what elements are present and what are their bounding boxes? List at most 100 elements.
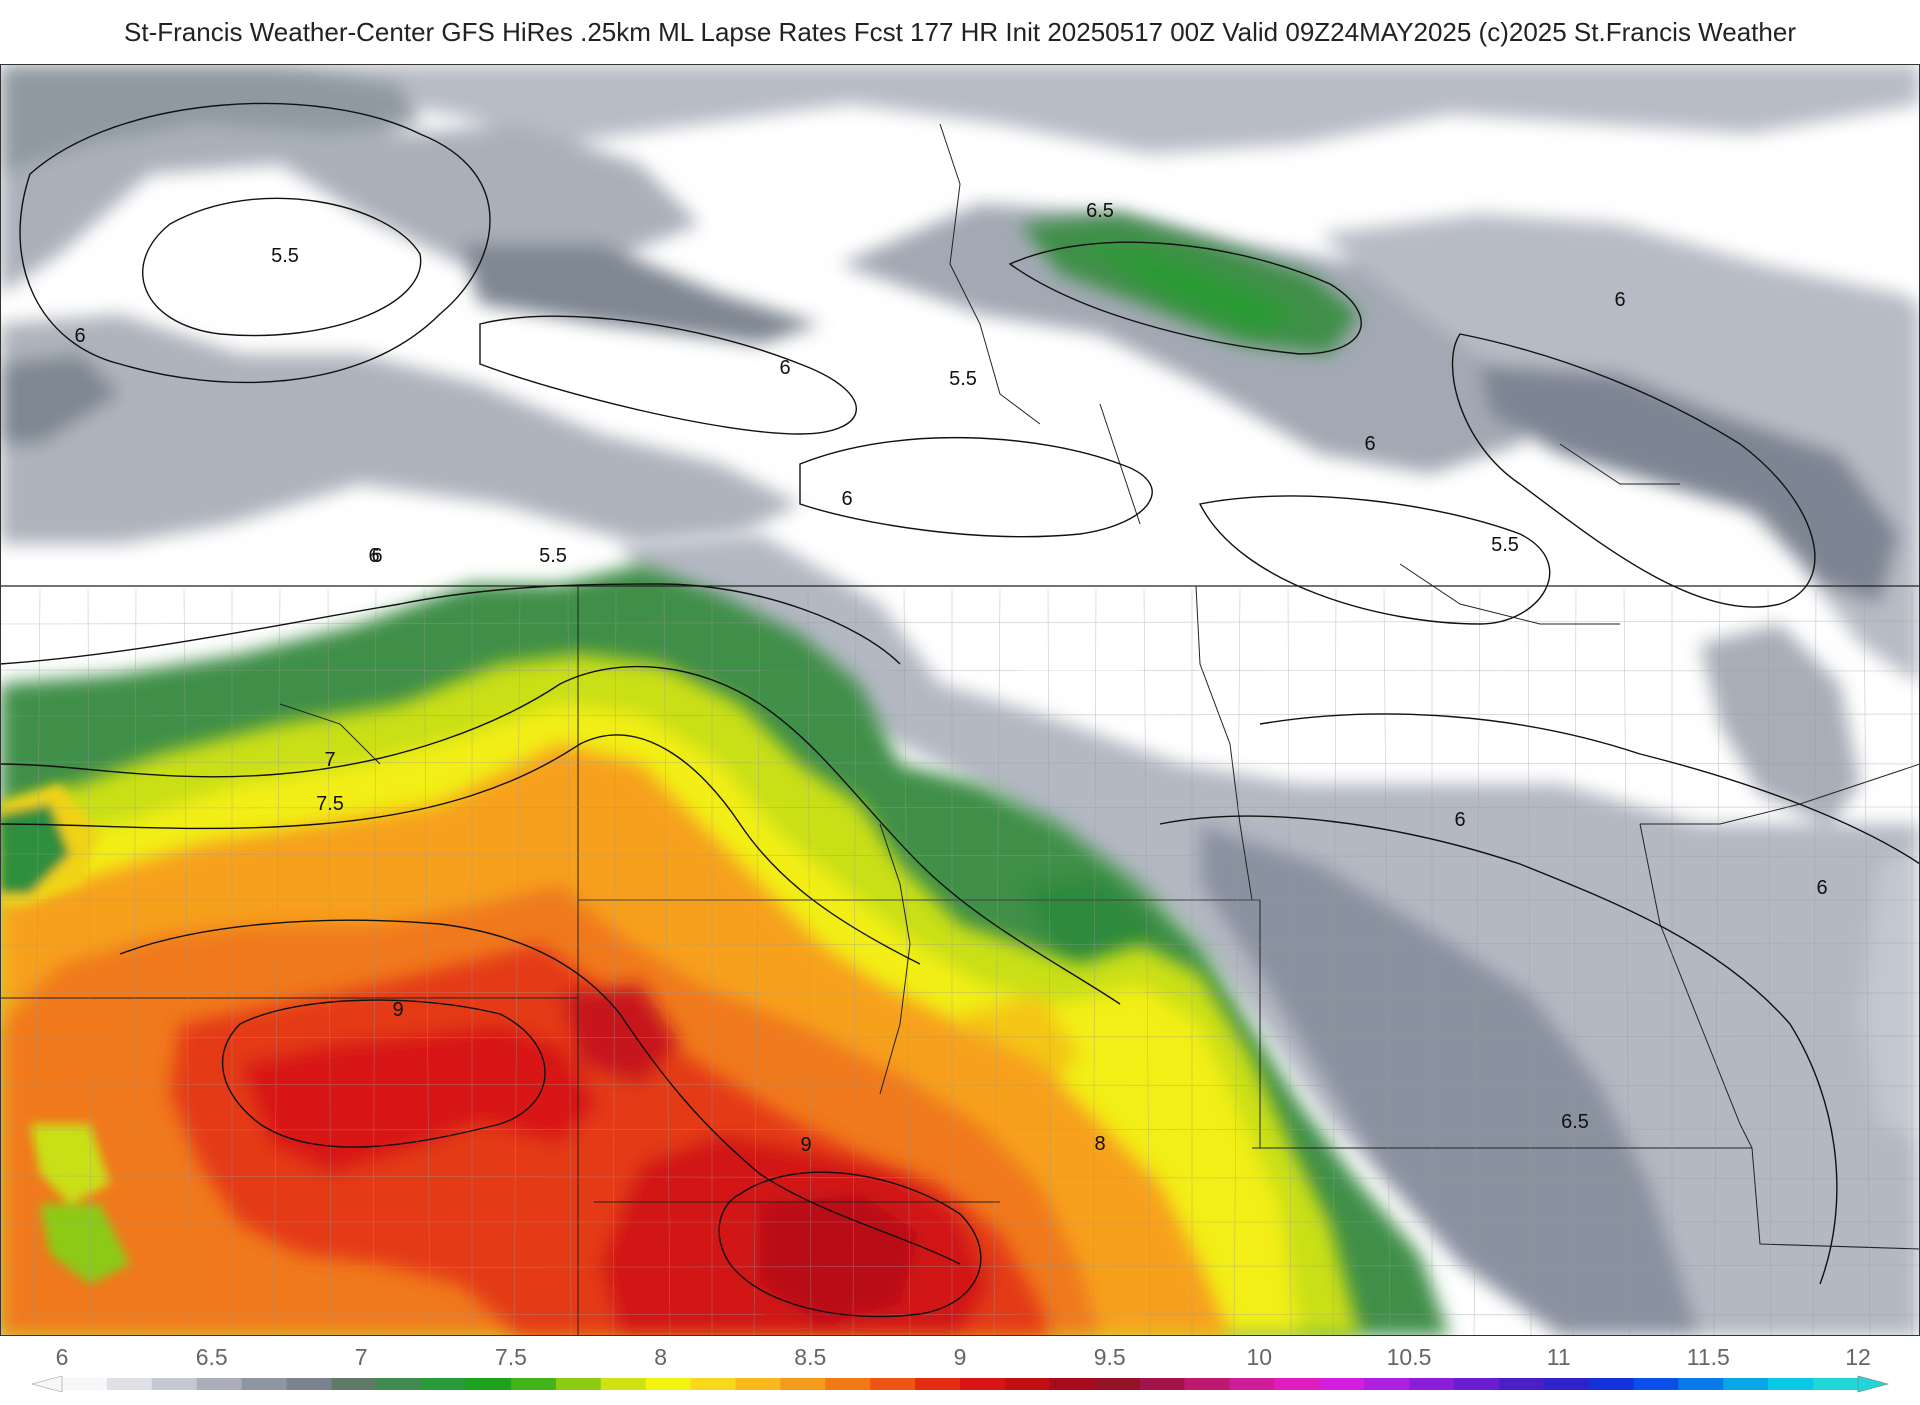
colorbar-swatch: [555, 1378, 602, 1390]
state-line-northeast: [1640, 763, 1920, 825]
colorbar-swatch: [735, 1378, 781, 1390]
contour-6-east: [1451, 333, 1816, 608]
colorbar-tick-label: 10: [1247, 1344, 1273, 1370]
county-line-vertical: [663, 589, 671, 1336]
colorbar-swatch: [1498, 1378, 1545, 1390]
contour-label: 6: [1364, 433, 1375, 455]
county-line-vertical: [1143, 589, 1151, 1336]
colorbar-tick-label: 12: [1845, 1344, 1871, 1370]
colorbar-swatch: [1139, 1378, 1186, 1390]
county-line-vertical: [852, 589, 857, 1336]
county-line-vertical: [33, 589, 41, 1336]
isopleth-lines: [0, 102, 1920, 1318]
colorbar-swatch: [421, 1378, 467, 1390]
contour-8: [119, 919, 961, 1265]
colorbar-swatch: [241, 1378, 288, 1390]
lake-outline-2: [1399, 563, 1620, 625]
colorbar-swatch: [151, 1378, 198, 1390]
colorbar-swatch: [780, 1378, 826, 1390]
colorbar-swatch: [331, 1378, 377, 1390]
contour-6-southeast: [1259, 713, 1920, 865]
colorbar-max-arrow: [1857, 1375, 1890, 1393]
contour-6-central-north: [479, 315, 857, 435]
colorbar-canvas: 6 6.5 7 7.5 8 8.5 9 9.5 10 10.5 11 11.5 12: [30, 1344, 1890, 1393]
colorbar-swatch: [1274, 1378, 1320, 1390]
contour-label: 5.5: [539, 545, 567, 567]
colorbar-tick-label: 7: [355, 1344, 368, 1370]
colorbar-swatch: [1184, 1378, 1230, 1390]
colorbar-swatch: [466, 1378, 512, 1390]
colorbar: 6 6.5 7 7.5 8 8.5 9 9.5 10 10.5 11 11.5 12: [0, 1336, 1920, 1400]
lake-outline-1: [939, 123, 1041, 425]
colorbar-swatch: [960, 1378, 1006, 1390]
contour-7: [0, 665, 1121, 1005]
colorbar-swatch: [1678, 1378, 1724, 1390]
contour-5p5-east: [1198, 495, 1551, 625]
county-line-horizontal: [0, 1035, 1920, 1039]
county-line-horizontal: [0, 806, 1920, 809]
contour-label: 6: [1816, 877, 1827, 899]
colorbar-swatch: [1543, 1378, 1590, 1390]
colorbar-tick-label: 6.5: [196, 1344, 228, 1370]
colorbar-tick-label: 11: [1547, 1344, 1571, 1370]
colorbar-swatch: [1633, 1378, 1679, 1390]
colorbar-tick-label: 6: [56, 1344, 69, 1370]
colorbar-swatch: [1768, 1378, 1814, 1390]
colorbar-swatch: [1453, 1378, 1500, 1390]
contour-label: 6: [368, 545, 379, 567]
colorbar-tick-label: 10.5: [1387, 1344, 1432, 1370]
county-line-horizontal: [0, 1264, 1920, 1269]
county-line-vertical: [903, 589, 911, 1336]
contour-6-northwest: [19, 102, 491, 384]
contour-label: 6.5: [1086, 200, 1114, 222]
colorbar-tick-label: 8.5: [794, 1344, 826, 1370]
county-line-horizontal: [0, 713, 1920, 717]
county-line-vertical: [132, 589, 137, 1336]
contour-label: 5.5: [949, 368, 977, 390]
colorbar-swatch: [870, 1378, 916, 1390]
state-line-southeast: [1639, 823, 1920, 1250]
contour-6p5-northeast: [1008, 241, 1362, 355]
county-line-vertical: [567, 589, 572, 1336]
colorbar-swatch: [645, 1378, 692, 1390]
county-line-vertical: [183, 589, 191, 1336]
colorbar-tick-label: 7.5: [495, 1344, 527, 1370]
county-line-vertical: [372, 589, 377, 1336]
colorbar-min-arrow: [30, 1375, 63, 1393]
contour-label: 6: [1614, 289, 1625, 311]
colorbar-swatch: [600, 1378, 647, 1390]
county-line-horizontal: [0, 669, 1920, 672]
colorbar-swatch: [196, 1378, 243, 1390]
colorbar-swatches: [62, 1378, 1859, 1390]
lakes-and-rivers: [279, 123, 1680, 1095]
county-line-horizontal: [0, 991, 1920, 994]
colorbar-swatch: [1409, 1378, 1455, 1390]
county-line-vertical: [87, 589, 92, 1336]
county-line-vertical: [327, 589, 332, 1336]
contour-label: 5.5: [1491, 534, 1519, 556]
county-line-horizontal: [0, 853, 1920, 858]
contour-9-west: [221, 999, 546, 1148]
contour-7p5: [0, 734, 921, 965]
contour-label: 6.5: [1561, 1111, 1589, 1133]
county-line-horizontal: [0, 620, 1920, 625]
contour-label: 6: [1454, 809, 1465, 831]
contour-label: 6: [371, 545, 382, 567]
county-line-vertical: [423, 589, 431, 1336]
colorbar-swatch: [511, 1378, 557, 1390]
county-line-vertical: [1047, 589, 1052, 1336]
county-line-vertical: [513, 589, 521, 1336]
contour-label: 7: [324, 749, 335, 771]
gray-band-south: [620, 534, 1920, 1336]
county-line-horizontal: [0, 1083, 1920, 1087]
colorbar-swatch: [1588, 1378, 1635, 1390]
colorbar-swatch: [915, 1378, 961, 1390]
colorbar-swatch: [1004, 1378, 1051, 1390]
contour-9-south: [718, 1171, 982, 1318]
colorbar-swatch: [1319, 1378, 1365, 1390]
contour-label: 6: [841, 488, 852, 510]
map-title: St-Francis Weather-Center GFS HiRes .25k…: [124, 16, 1796, 47]
county-line-vertical: [273, 589, 281, 1336]
lapse-rate-shading: [0, 64, 1920, 1336]
